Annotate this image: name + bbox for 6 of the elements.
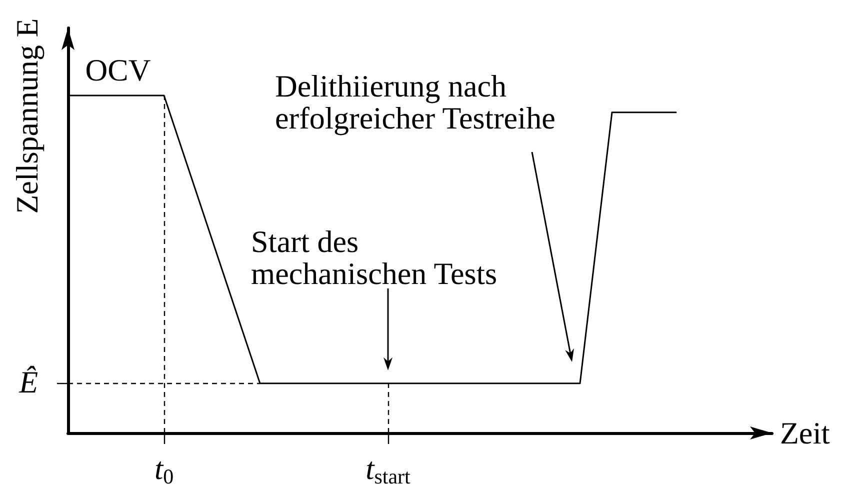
annotation: Delithiierung nach erfolgreicher Testreihe	[275, 68, 556, 136]
ref-line-label: Ê	[18, 364, 38, 400]
x-axis-title: Zeit	[780, 416, 830, 450]
annotation: Start des mechanischen Tests	[251, 224, 498, 291]
y-axis-title: Zellspannung E	[10, 18, 44, 214]
text: OCV	[85, 52, 152, 88]
